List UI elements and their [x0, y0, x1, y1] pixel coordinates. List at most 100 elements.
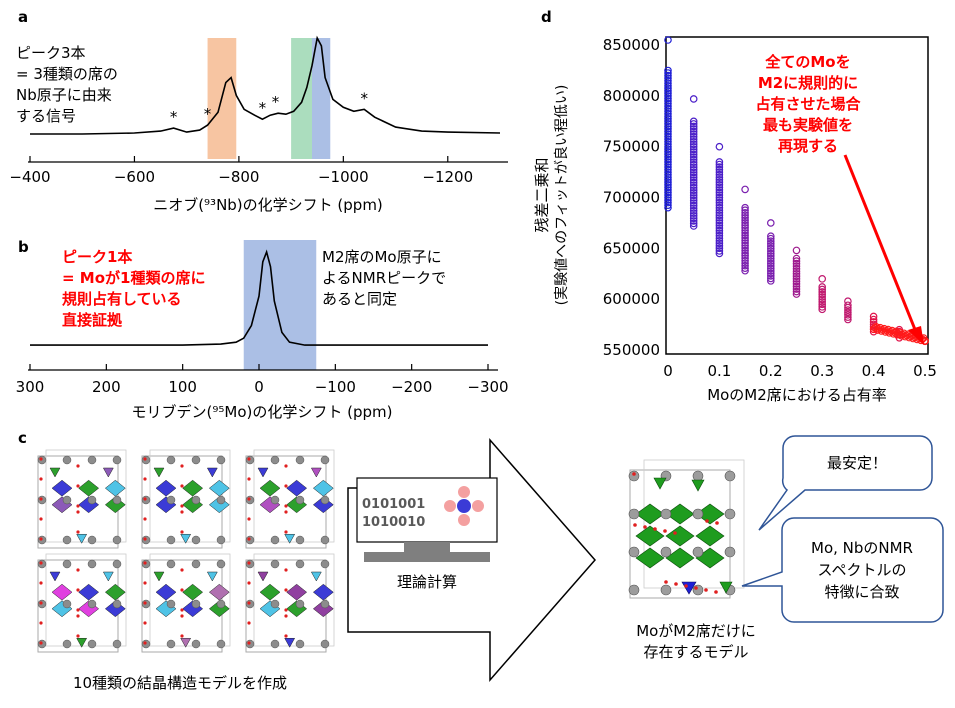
octahedron: [635, 525, 665, 547]
data-point: [741, 241, 749, 250]
data-point: [664, 153, 672, 161]
data-point: [689, 211, 698, 220]
tetrahedron: [49, 571, 61, 582]
panel-a-label: a: [18, 8, 28, 26]
bubble-text: Mo, NbのNMR: [811, 539, 913, 557]
atom-sphere: [87, 599, 97, 609]
data-point: [715, 203, 724, 212]
panel-a-xlabel: ニオブ(⁹³Nb)の化学シフト (ppm): [153, 196, 383, 214]
data-point: [715, 170, 724, 179]
data-point: [664, 186, 672, 194]
atom-sphere: [191, 455, 201, 465]
data-point: [741, 208, 749, 217]
data-point: [869, 315, 878, 324]
data-point: [715, 186, 724, 194]
data-point: [664, 175, 672, 184]
unit-cell-back: [149, 553, 231, 647]
panel-d-arrow-head: [908, 326, 924, 345]
data-point: [792, 262, 801, 270]
data-point: [741, 219, 749, 227]
atom-sphere: [628, 584, 640, 596]
data-point: [715, 239, 724, 248]
data-point: [792, 280, 801, 288]
mo-spectrum-line: [30, 249, 488, 346]
data-point: [715, 208, 724, 217]
oxygen-atom: [180, 614, 184, 618]
tetrahedron: [49, 467, 61, 478]
atom-sphere: [216, 599, 226, 609]
data-point: [664, 173, 672, 182]
data-point: [689, 199, 698, 207]
data-point: [741, 236, 749, 245]
data-point: [741, 244, 749, 252]
oxygen-atom: [180, 568, 184, 572]
tetrahedron: [310, 571, 322, 582]
panel-d-annotation-line: 再現する: [778, 137, 838, 155]
atom-sphere: [295, 535, 305, 545]
data-point: [741, 254, 749, 262]
data-point: [689, 153, 698, 161]
data-point: [766, 259, 775, 268]
data-point: [664, 193, 672, 202]
data-point: [766, 249, 775, 258]
oxygen-atom: [284, 568, 288, 572]
crystal-model: [37, 449, 127, 549]
atom-icon: [444, 486, 484, 526]
oxygen-atom: [143, 497, 147, 501]
data-point: [664, 137, 672, 146]
data-point: [689, 150, 698, 159]
atom-sphere: [270, 455, 280, 465]
x-tick-label: 0.5: [913, 362, 937, 380]
data-point: [689, 209, 698, 218]
octahedron: [155, 583, 177, 601]
data-point: [664, 191, 672, 199]
atom-sphere: [692, 584, 704, 596]
data-point: [715, 201, 724, 209]
data-point: [715, 226, 724, 235]
data-point: [715, 188, 724, 197]
octahedron: [635, 503, 665, 525]
panel-d-annotation-line: 全てのMoを: [764, 53, 850, 71]
data-point: [664, 196, 672, 204]
tetrahedron: [310, 467, 322, 478]
atom-sphere: [216, 455, 226, 465]
panel-a-note-line: ピーク3本: [16, 44, 86, 62]
data-point: [818, 303, 827, 311]
oxygen-atom: [705, 519, 709, 523]
atom-sphere: [87, 559, 97, 569]
data-point: [741, 211, 749, 220]
data-point: [792, 269, 801, 278]
data-point: [715, 196, 724, 204]
unit-cell: [629, 469, 731, 599]
oxygen-atom: [39, 477, 43, 481]
data-point: [664, 94, 672, 103]
panel-a-note-line: する信号: [16, 107, 76, 125]
oxygen-atom: [76, 510, 80, 514]
data-point: [741, 185, 749, 194]
atom-sphere: [660, 508, 672, 520]
data-point: [664, 92, 672, 100]
oxygen-atom: [39, 641, 43, 645]
atom-sphere: [724, 508, 736, 520]
atom-sphere: [295, 599, 305, 609]
data-point: [715, 198, 724, 207]
data-point: [664, 201, 672, 209]
data-point: [689, 117, 698, 126]
oxygen-atom: [247, 561, 251, 565]
panel-d-label: d: [541, 8, 552, 26]
x-tick-label: 0.2: [759, 362, 783, 380]
atom-sphere: [112, 535, 122, 545]
atom-sphere: [692, 470, 704, 482]
data-point: [844, 306, 852, 314]
octahedron: [665, 525, 695, 547]
tetrahedron: [153, 467, 165, 478]
oxygen-atom: [663, 529, 667, 533]
data-point: [818, 288, 827, 296]
oxygen-atom: [632, 472, 636, 476]
data-point: [766, 239, 775, 248]
panel-d-annotation-line: M2に規則的に: [758, 74, 858, 92]
oxygen-atom: [76, 588, 80, 592]
atom-sphere: [295, 559, 305, 569]
data-point: [792, 290, 801, 298]
data-point: [792, 272, 801, 281]
